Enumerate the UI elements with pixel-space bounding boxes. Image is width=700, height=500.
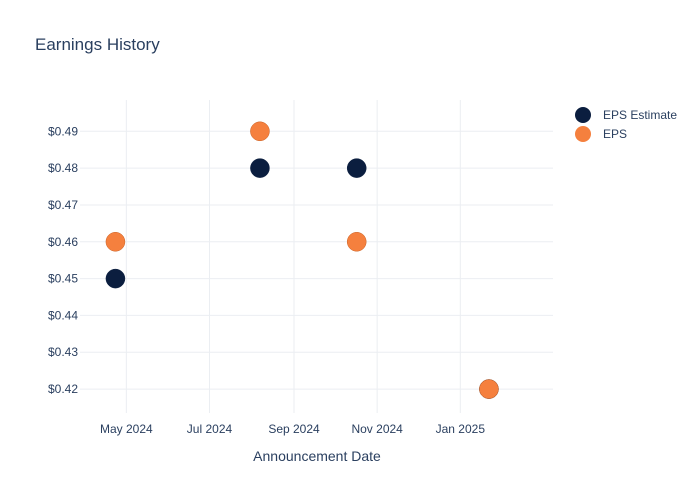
y-tick-label: $0.44 bbox=[48, 308, 78, 322]
data-point-eps[interactable] bbox=[479, 379, 499, 399]
y-axis-ticks: $0.42 $0.43 $0.44 $0.45 $0.46 $0.47 $0.48 $0.49 bbox=[48, 124, 78, 396]
y-tick-label: $0.43 bbox=[48, 345, 78, 359]
legend-label[interactable]: EPS Estimate bbox=[603, 108, 677, 122]
y-tick-label: $0.47 bbox=[48, 198, 78, 212]
y-tick-label: $0.45 bbox=[48, 272, 78, 286]
data-point-eps[interactable] bbox=[105, 232, 126, 252]
chart-title: Earnings History bbox=[35, 35, 160, 54]
y-tick-label: $0.48 bbox=[48, 161, 78, 175]
legend-label[interactable]: EPS bbox=[603, 127, 627, 141]
x-axis-title: Announcement Date bbox=[253, 448, 381, 464]
y-tick-label: $0.49 bbox=[48, 124, 78, 138]
data-points bbox=[105, 121, 499, 399]
x-axis-ticks: May 2024 Jul 2024 Sep 2024 Nov 2024 Jan 2025 bbox=[100, 422, 485, 436]
data-point-eps-estimate[interactable] bbox=[105, 268, 126, 289]
data-point-eps-estimate[interactable] bbox=[250, 158, 270, 178]
grid-layer bbox=[80, 100, 553, 413]
x-tick-label: Jan 2025 bbox=[436, 422, 486, 436]
data-point-eps[interactable] bbox=[250, 121, 270, 142]
legend-marker[interactable] bbox=[575, 107, 591, 123]
x-tick-label: May 2024 bbox=[100, 422, 153, 436]
y-tick-label: $0.46 bbox=[48, 235, 78, 249]
x-tick-label: Jul 2024 bbox=[187, 422, 233, 436]
data-point-eps[interactable] bbox=[346, 232, 367, 252]
data-point-eps-estimate[interactable] bbox=[346, 158, 367, 178]
x-tick-label: Sep 2024 bbox=[268, 422, 320, 436]
legend-marker[interactable] bbox=[575, 126, 591, 142]
y-tick-label: $0.42 bbox=[48, 382, 78, 396]
x-tick-label: Nov 2024 bbox=[351, 422, 403, 436]
legend[interactable]: EPS Estimate EPS bbox=[575, 107, 677, 142]
